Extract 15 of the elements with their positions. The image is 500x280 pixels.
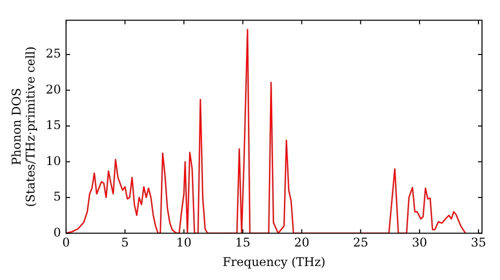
x-tick-label: 30 [412, 236, 428, 250]
x-tick-label: 5 [121, 236, 129, 250]
x-tick-label: 20 [294, 236, 310, 250]
y-tick-label: 0 [53, 225, 62, 240]
y-tick-label: 20 [46, 82, 62, 96]
y-tick-label: 5 [53, 190, 62, 204]
x-tick-label: 10 [176, 236, 192, 250]
y-tick-label: 10 [46, 154, 62, 168]
x-tick-label: 25 [352, 236, 368, 250]
y-axis-title: Phonon DOS (States/THz·primitive cell) [9, 46, 38, 208]
x-tick-label: 15 [235, 236, 250, 250]
y-tick-label: 15 [46, 118, 62, 132]
x-tick-label: 35 [470, 236, 486, 250]
y-tick-label: 25 [46, 46, 62, 61]
x-axis-title: Frequency (THz) [222, 254, 326, 269]
